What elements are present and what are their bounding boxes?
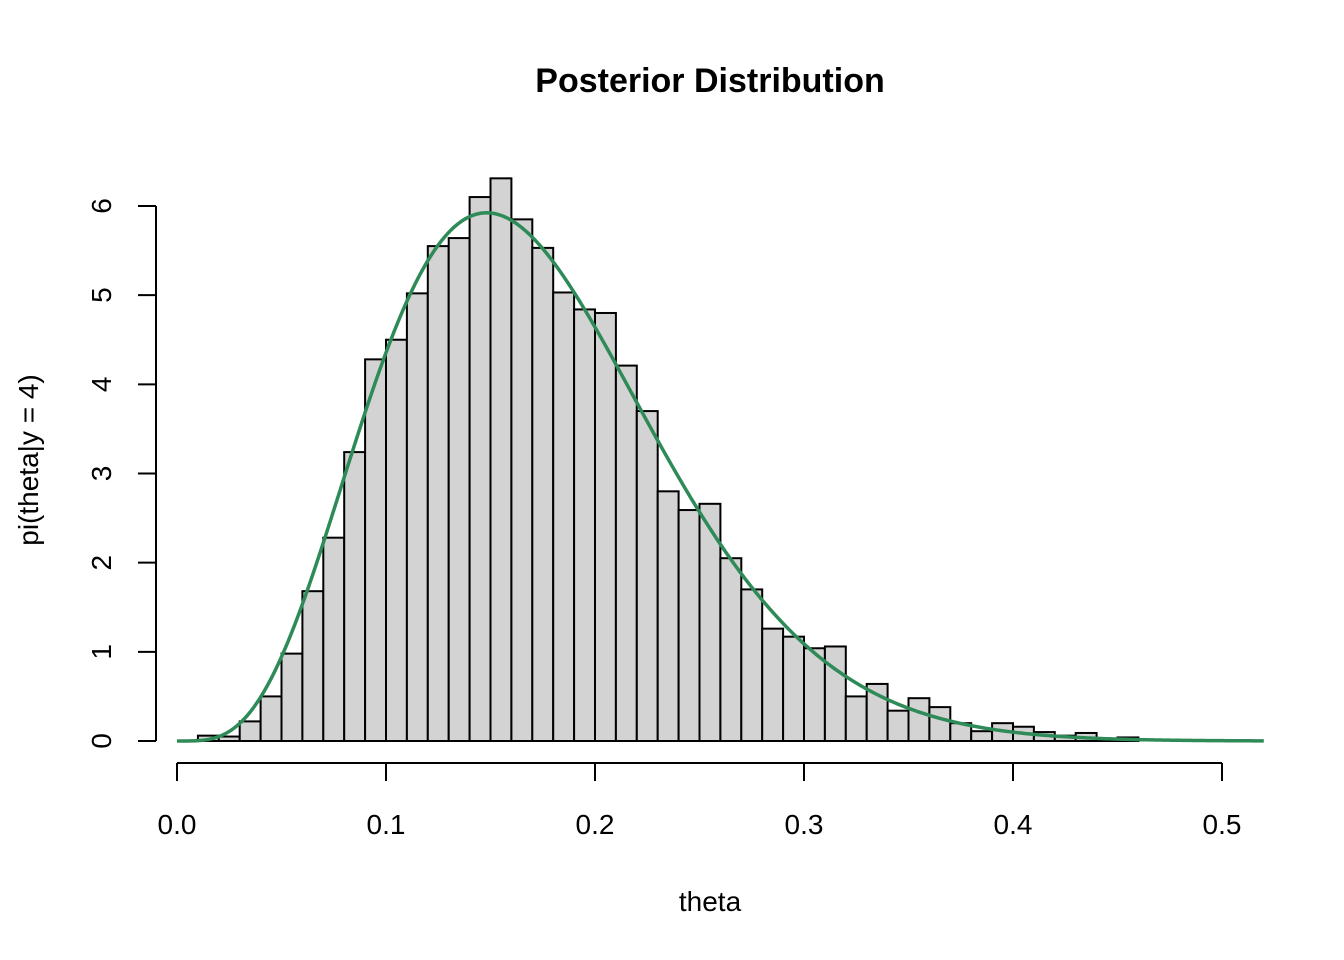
histogram-bar — [552, 291, 576, 742]
y-tick-label: 1 — [86, 644, 117, 660]
histogram-bar — [677, 509, 701, 743]
y-tick-label: 0 — [86, 733, 117, 749]
histogram-bar — [823, 645, 847, 742]
histogram-bar — [740, 588, 764, 743]
histogram-bar — [531, 246, 555, 742]
x-tick-label: 0.0 — [158, 809, 197, 840]
histogram-bar — [385, 338, 408, 742]
histogram-bar — [217, 735, 241, 743]
histogram-bar — [447, 237, 471, 742]
histogram-bar — [594, 311, 617, 742]
y-tick-label: 5 — [86, 287, 117, 303]
histogram-bar — [844, 695, 868, 742]
histogram-bar — [280, 652, 304, 742]
x-axis-label: theta — [679, 886, 742, 917]
histogram-bar — [803, 647, 826, 742]
histogram-bar — [970, 730, 994, 742]
x-tick-label: 0.3 — [785, 809, 824, 840]
chart-title: Posterior Distribution — [535, 62, 884, 100]
histogram-bar — [719, 557, 743, 742]
histogram-bar — [573, 308, 596, 742]
histogram-bar — [761, 627, 785, 743]
histogram-bar — [238, 720, 262, 743]
histogram-bar — [635, 410, 659, 742]
y-axis: 0 1 2 3 4 5 6 — [86, 198, 157, 749]
histogram-bar — [405, 292, 429, 742]
histogram-bar — [301, 590, 325, 742]
histogram-bar — [364, 358, 388, 742]
y-tick-label: 3 — [86, 466, 117, 482]
histogram-bar — [928, 706, 952, 743]
histogram-bar — [489, 177, 513, 743]
histogram-bar — [259, 695, 283, 742]
x-tick-label: 0.1 — [367, 809, 406, 840]
y-axis-label: pi(theta|y = 4) — [13, 374, 44, 545]
histogram-bar — [656, 490, 680, 742]
x-tick-label: 0.2 — [576, 809, 615, 840]
x-tick-label: 0.5 — [1203, 809, 1242, 840]
y-tick-label: 2 — [86, 555, 117, 571]
histogram-bar — [782, 635, 805, 742]
histogram-bar — [886, 709, 910, 742]
histogram-bar — [614, 364, 638, 742]
density-curve — [177, 211, 1264, 743]
histogram-bar — [907, 697, 931, 743]
histogram-bar — [510, 218, 534, 742]
y-tick-label: 6 — [86, 198, 117, 214]
histogram-bar — [343, 451, 367, 742]
x-tick-label: 0.4 — [994, 809, 1033, 840]
histogram-bar — [322, 536, 346, 742]
x-axis: 0.0 0.1 0.2 0.3 0.4 0.5 — [158, 762, 1242, 840]
histogram-bar — [468, 196, 492, 743]
y-tick-label: 4 — [86, 377, 117, 393]
histogram-bar — [426, 245, 450, 742]
